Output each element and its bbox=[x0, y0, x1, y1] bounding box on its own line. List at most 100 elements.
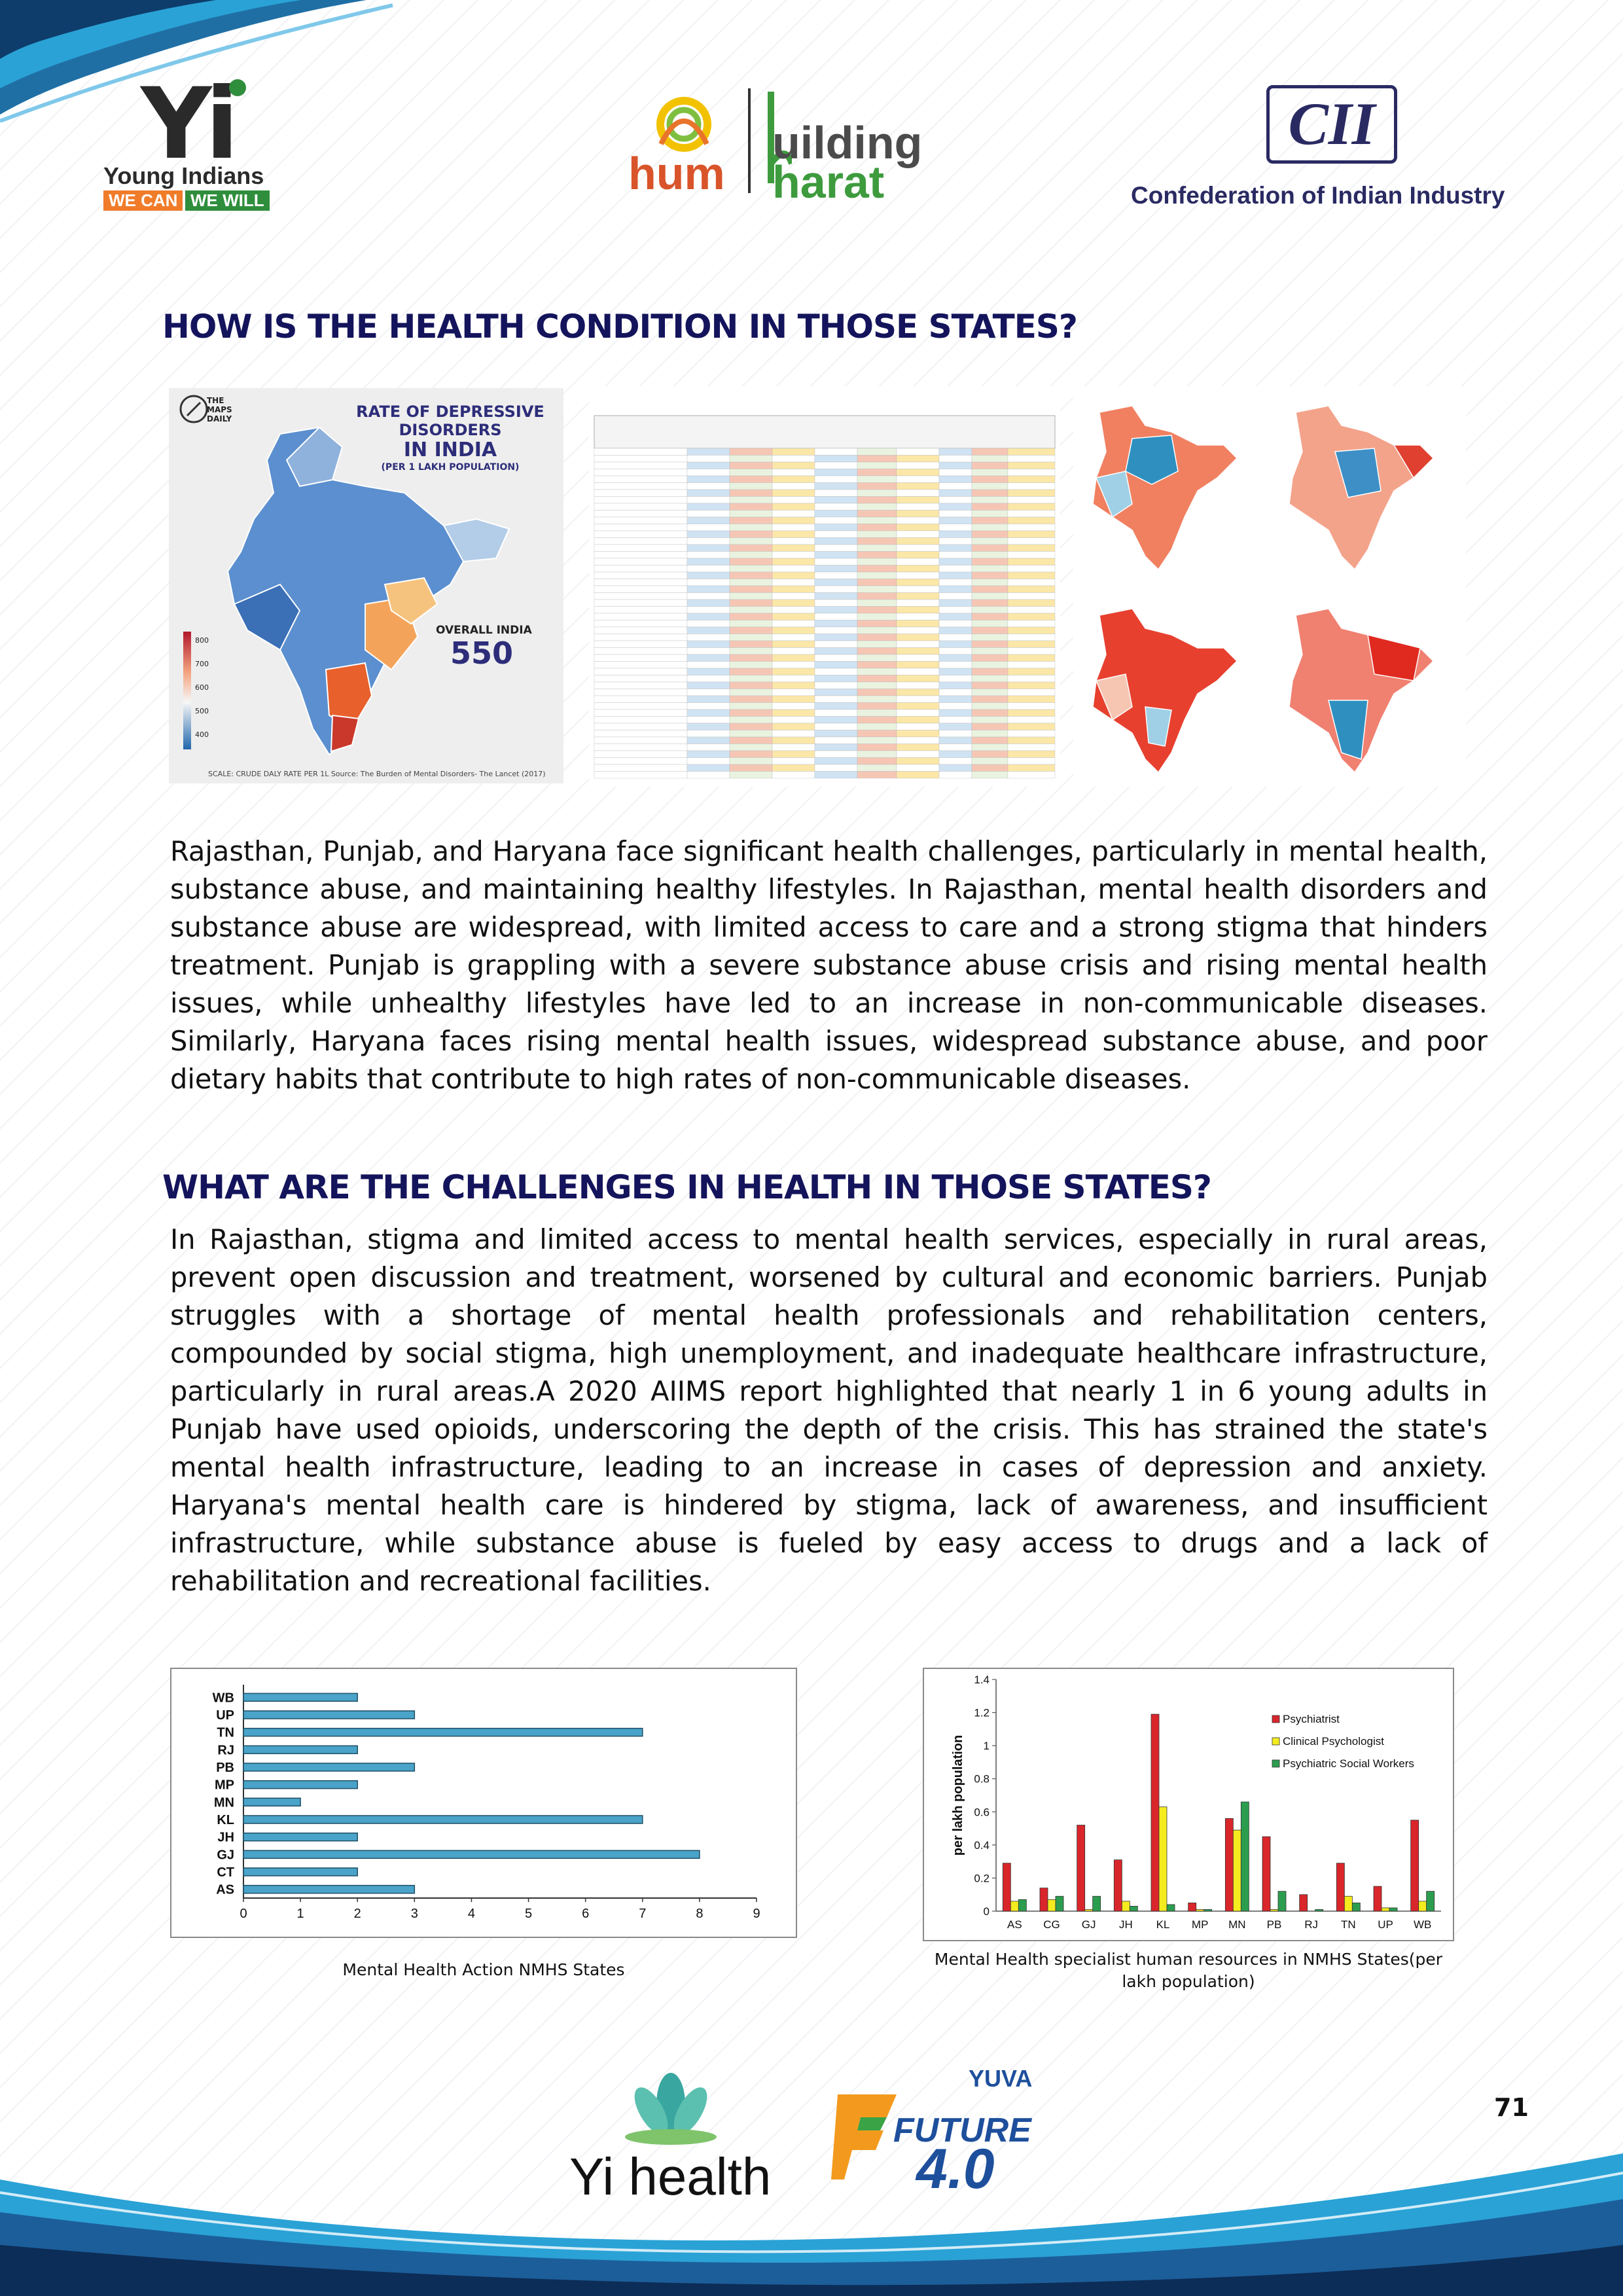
table-cell bbox=[1007, 620, 1056, 628]
table-cell bbox=[971, 461, 1008, 469]
yi-logo-name: Young Indians bbox=[103, 162, 264, 189]
table-cell bbox=[1007, 764, 1056, 772]
table-cell bbox=[896, 689, 940, 696]
table-cell bbox=[594, 475, 688, 483]
table-cell bbox=[971, 730, 1008, 738]
table-cell bbox=[857, 764, 897, 772]
table-cell bbox=[729, 469, 773, 476]
chart2-bar bbox=[1084, 1909, 1094, 1912]
chart2-legend-label: Clinical Psychologist bbox=[1283, 1735, 1384, 1748]
table-cell bbox=[896, 771, 940, 779]
table-cell bbox=[1007, 613, 1056, 620]
table-cell bbox=[857, 571, 897, 579]
table-cell bbox=[687, 626, 730, 634]
table-cell bbox=[896, 702, 940, 710]
table-cell bbox=[594, 723, 688, 730]
table-cell bbox=[857, 599, 897, 607]
chart2-legend-swatch bbox=[1272, 1759, 1280, 1768]
table-cell bbox=[687, 723, 730, 730]
table-cell bbox=[729, 634, 773, 641]
table-cell bbox=[594, 448, 688, 456]
table-cell bbox=[938, 668, 972, 675]
table-cell bbox=[814, 606, 858, 614]
table-cell bbox=[772, 537, 815, 545]
chart2-svg: 0 0.2 0.4 0.6 0.8 1 1.2 1.4 per lakh population A… bbox=[951, 1674, 1441, 1931]
chart2-bar bbox=[1047, 1899, 1056, 1912]
table-cell bbox=[594, 709, 688, 717]
table-cell bbox=[772, 461, 815, 469]
table-cell bbox=[594, 668, 688, 675]
table-cell bbox=[1007, 565, 1056, 573]
chart2-category-label: RJ bbox=[1304, 1918, 1318, 1931]
table-cell bbox=[594, 510, 688, 518]
chart2-category-label: PB bbox=[1267, 1918, 1282, 1931]
table-cell bbox=[687, 585, 730, 593]
table-cell bbox=[938, 475, 972, 483]
scale-tick: 400 bbox=[195, 730, 209, 739]
table-cell bbox=[971, 771, 1008, 779]
table-cell bbox=[896, 571, 940, 579]
chart2-bar bbox=[1426, 1891, 1435, 1912]
chart1-x-tick-label: 0 bbox=[240, 1907, 247, 1921]
table-cell bbox=[594, 689, 688, 696]
chart2-bar bbox=[1002, 1863, 1011, 1912]
table-cell bbox=[971, 489, 1008, 497]
table-cell bbox=[814, 764, 858, 772]
table-cell bbox=[938, 482, 972, 490]
table-cell bbox=[896, 585, 940, 593]
table-cell bbox=[729, 510, 773, 518]
table-cell bbox=[1007, 716, 1056, 724]
table-cell bbox=[857, 565, 897, 573]
table-cell bbox=[772, 730, 815, 738]
table-cell bbox=[971, 681, 1008, 689]
table-graphic bbox=[594, 415, 1056, 779]
chart2-bar bbox=[1121, 1901, 1130, 1912]
table-cell bbox=[896, 695, 940, 703]
table-cell bbox=[594, 482, 688, 490]
table-cell bbox=[938, 599, 972, 607]
table-cell bbox=[772, 571, 815, 579]
chart2-category-label: TN bbox=[1341, 1918, 1356, 1931]
table-cell bbox=[857, 592, 897, 600]
table-cell bbox=[814, 689, 858, 696]
table-cell bbox=[938, 448, 972, 456]
table-cell bbox=[729, 689, 773, 696]
chart2-bar bbox=[1092, 1895, 1101, 1912]
table-cell bbox=[772, 654, 815, 662]
chart2-legend-swatch bbox=[1272, 1715, 1280, 1723]
yi-logo-mark: Yi bbox=[141, 67, 239, 181]
chart1-bar bbox=[243, 1727, 643, 1737]
table-cell bbox=[729, 750, 773, 758]
table-cell bbox=[729, 571, 773, 579]
chart1-category-label: JH bbox=[217, 1831, 234, 1845]
chart1-category-label: MN bbox=[214, 1795, 234, 1810]
table-cell bbox=[1007, 585, 1056, 593]
table-cell bbox=[896, 668, 940, 675]
table-cell bbox=[814, 640, 858, 648]
chart2-caption: Mental Health specialist human resources… bbox=[934, 1950, 1443, 1991]
table-cell bbox=[1007, 771, 1056, 779]
table-cell bbox=[896, 496, 940, 504]
map-title-line1: RATE OF DEPRESSIVE bbox=[356, 403, 544, 421]
table-cell bbox=[594, 571, 688, 579]
table-cell bbox=[772, 702, 815, 710]
table-cell bbox=[971, 620, 1008, 628]
table-cell bbox=[687, 558, 730, 565]
table-cell bbox=[896, 764, 940, 772]
table-cell bbox=[594, 558, 688, 565]
chart2-bar bbox=[1158, 1806, 1168, 1912]
table-cell bbox=[857, 744, 897, 751]
table-cell bbox=[971, 640, 1008, 648]
chart1-bar bbox=[243, 1850, 700, 1859]
table-cell bbox=[896, 661, 940, 669]
table-cell bbox=[857, 730, 897, 738]
table-cell bbox=[814, 551, 858, 559]
table-cell bbox=[971, 675, 1008, 683]
section-heading-health-condition: HOW IS THE HEALTH CONDITION IN THOSE STA… bbox=[162, 308, 1078, 346]
chart1-bar bbox=[243, 1815, 643, 1824]
chart1-caption: Mental Health Action NMHS States bbox=[342, 1960, 625, 1979]
table-cell bbox=[772, 579, 815, 586]
table-cell bbox=[857, 613, 897, 620]
table-cell bbox=[772, 695, 815, 703]
table-cell bbox=[938, 744, 972, 751]
